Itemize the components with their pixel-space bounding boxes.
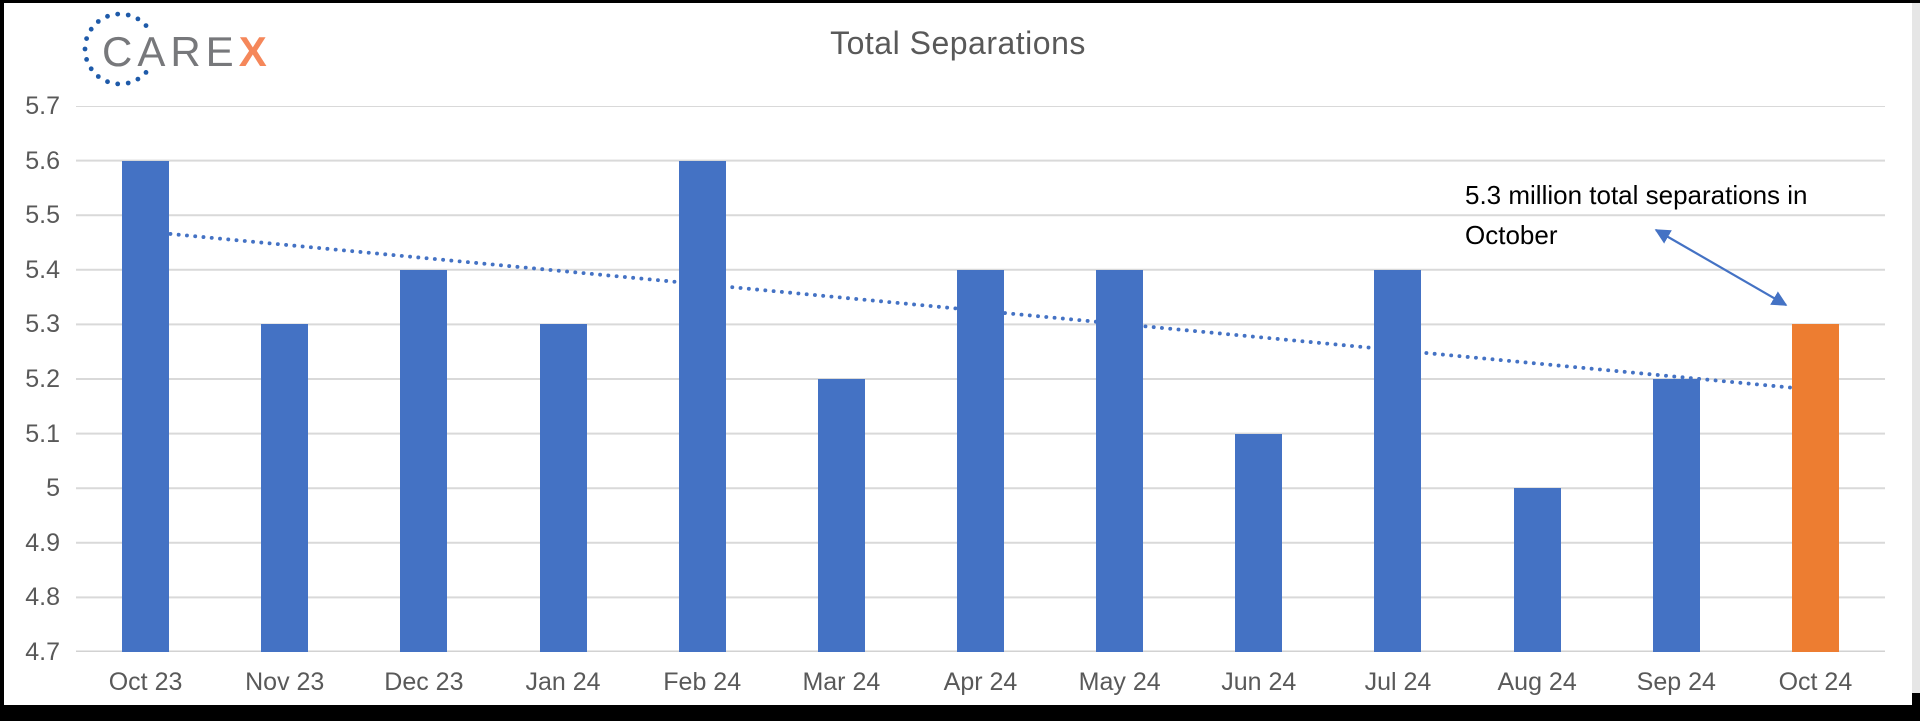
y-tick-label: 5.2 bbox=[25, 365, 60, 393]
chart-title: Total Separations bbox=[830, 25, 1086, 61]
y-tick-label: 5.1 bbox=[25, 419, 60, 448]
x-tick-label: Apr 24 bbox=[943, 668, 1018, 696]
bar-mar-24 bbox=[817, 379, 865, 652]
bar-jul-24 bbox=[1374, 269, 1422, 652]
bar-dec-23 bbox=[400, 269, 448, 652]
x-tick-label: Oct 24 bbox=[1778, 668, 1853, 696]
bar-jan-24 bbox=[539, 324, 587, 652]
x-tick-label: Jul 24 bbox=[1364, 668, 1432, 696]
x-tick-label: Sep 24 bbox=[1636, 668, 1716, 696]
x-tick-label: Dec 23 bbox=[384, 668, 464, 696]
chart-surface: CAREX Total Separations 5.7 5.6 5.5 5.4 5.3 5… bbox=[4, 3, 1912, 705]
y-tick-label: 5.4 bbox=[25, 255, 60, 284]
plot-area bbox=[76, 106, 1885, 652]
svg-text:CAREX: CAREX bbox=[102, 28, 272, 75]
bar-oct-24 bbox=[1791, 324, 1839, 652]
window-edge-scrollbar[interactable] bbox=[1912, 3, 1920, 693]
y-tick-label: 4.8 bbox=[25, 583, 60, 612]
y-tick-label: 5 bbox=[46, 474, 60, 503]
logo-dotted-circle-icon bbox=[82, 11, 149, 87]
bar-feb-24 bbox=[678, 160, 726, 652]
bar-sep-24 bbox=[1652, 379, 1700, 652]
bar-oct-23 bbox=[122, 160, 170, 652]
bar-nov-23 bbox=[261, 324, 309, 652]
y-tick-label: 5.3 bbox=[25, 310, 60, 339]
x-tick-label: Mar 24 bbox=[802, 668, 881, 696]
y-tick-label: 5.5 bbox=[25, 201, 60, 230]
bar-jun-24 bbox=[1235, 433, 1283, 652]
logo-accent-letter: X bbox=[239, 28, 272, 75]
x-tick-label: Feb 24 bbox=[663, 668, 742, 696]
bar-may-24 bbox=[1096, 269, 1144, 652]
x-tick-label: Oct 23 bbox=[108, 668, 183, 696]
y-tick-label: 4.9 bbox=[25, 528, 60, 557]
y-tick-label: 5.6 bbox=[25, 146, 60, 175]
bar-apr-24 bbox=[957, 269, 1004, 652]
x-tick-label: Nov 23 bbox=[245, 668, 325, 696]
x-tick-label: Aug 24 bbox=[1497, 668, 1577, 696]
x-tick-label: Jan 24 bbox=[525, 668, 601, 696]
annotation-label: 5.3 million total separations in October bbox=[1465, 180, 1808, 250]
bar-aug-24 bbox=[1513, 488, 1561, 652]
logo-brand-text: CARE bbox=[102, 28, 239, 75]
y-tick-label: 4.7 bbox=[25, 638, 60, 666]
bars-container bbox=[76, 106, 1885, 652]
y-tick-label: 5.7 bbox=[25, 92, 60, 120]
x-tick-label: May 24 bbox=[1078, 668, 1161, 696]
x-tick-label: Jun 24 bbox=[1221, 668, 1297, 696]
carex-logo: CAREX bbox=[82, 11, 272, 87]
